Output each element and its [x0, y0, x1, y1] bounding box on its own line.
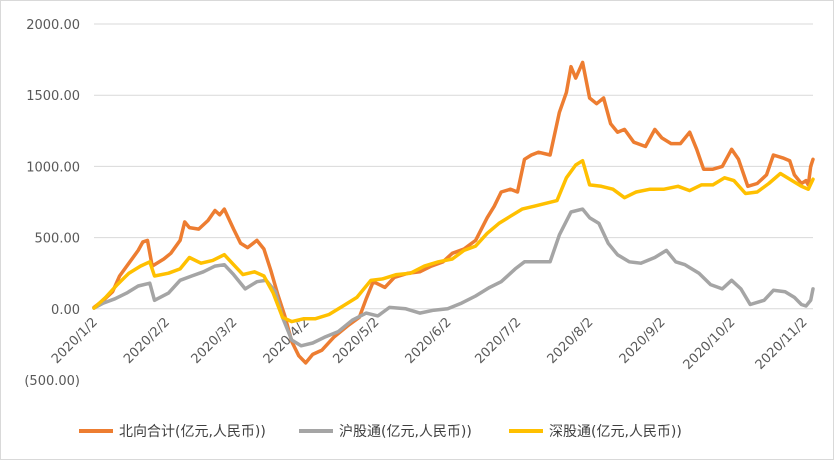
- series-lines: [92, 60, 815, 365]
- y-tick-label: 1500.00: [26, 89, 80, 104]
- series-line-2: [92, 207, 815, 348]
- series-line-3: [92, 158, 815, 324]
- x-tick-label: 2020/8/2: [545, 315, 597, 367]
- gridlines: [94, 23, 813, 310]
- y-tick-label: 1000.00: [26, 160, 80, 175]
- x-axis-tick-labels: 2020/1/2 2020/2/2 2020/3/2 2020/4/2 2020/5/2…: [49, 315, 811, 373]
- legend: 北向合计(亿元,人民币)) 沪股通(亿元,人民币)) 深股通(亿元,人民币)): [79, 424, 682, 440]
- y-tick-label: (500.00): [24, 374, 80, 389]
- y-tick-label: 500.00: [35, 232, 81, 247]
- x-tick-label: 2020/7/2: [472, 315, 524, 367]
- y-tick-label: 0.00: [51, 303, 80, 318]
- legend-label: 沪股通(亿元,人民币)): [339, 424, 472, 440]
- x-tick-label: 2020/3/2: [189, 315, 241, 367]
- y-tick-label: 2000.00: [26, 18, 80, 33]
- x-tick-label: 2020/6/2: [403, 315, 455, 367]
- x-tick-label: 2020/2/2: [121, 315, 173, 367]
- legend-label: 北向合计(亿元,人民币)): [119, 424, 266, 440]
- legend-label: 深股通(亿元,人民币)): [549, 424, 682, 440]
- x-tick-label: 2020/10/2: [681, 315, 739, 373]
- x-tick-label: 2020/1/2: [49, 315, 101, 367]
- x-tick-label: 2020/5/2: [330, 315, 382, 367]
- series-line-1: [92, 60, 815, 365]
- x-tick-label: 2020/11/2: [753, 315, 811, 373]
- x-tick-label: 2020/9/2: [617, 315, 669, 367]
- y-axis-tick-labels: 2000.00 1500.00 1000.00 500.00 0.00 (500.00): [24, 18, 80, 389]
